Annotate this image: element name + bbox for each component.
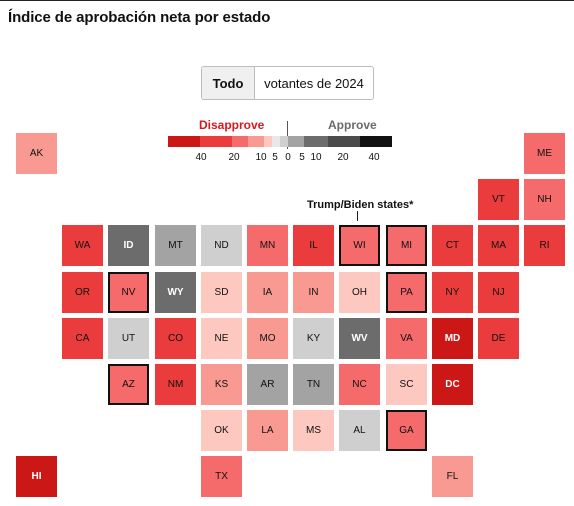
- legend-tick-label: 0: [285, 152, 291, 163]
- legend-swatch: [280, 136, 288, 147]
- state-tile-me[interactable]: ME: [524, 133, 565, 174]
- legend-approve-label: Approve: [328, 118, 377, 132]
- state-tile-ms[interactable]: MS: [293, 410, 334, 451]
- state-tile-pa[interactable]: PA: [386, 272, 427, 313]
- legend-swatch: [304, 136, 328, 147]
- state-tile-nm[interactable]: NM: [155, 364, 196, 405]
- legend-tick-label: 20: [337, 152, 349, 163]
- legend-tick-label: 5: [299, 152, 305, 163]
- legend-tick-label: 10: [310, 152, 322, 163]
- legend-swatch: [200, 136, 232, 147]
- state-tile-wa[interactable]: WA: [62, 225, 103, 266]
- state-tile-ne[interactable]: NE: [201, 318, 242, 359]
- state-tile-ga[interactable]: GA: [386, 410, 427, 451]
- state-tile-il[interactable]: IL: [293, 225, 334, 266]
- legend-disapprove-label: Disapprove: [199, 118, 265, 132]
- state-tile-id[interactable]: ID: [108, 225, 149, 266]
- state-tile-in[interactable]: IN: [293, 272, 334, 313]
- state-tile-hi[interactable]: HI: [16, 456, 57, 497]
- legend-swatch: [272, 136, 280, 147]
- legend-swatch: [248, 136, 264, 147]
- state-tile-az[interactable]: AZ: [108, 364, 149, 405]
- state-tile-ar[interactable]: AR: [247, 364, 288, 405]
- legend-color-scale: [168, 136, 392, 147]
- legend-tick-label: 40: [195, 152, 207, 163]
- legend-center-line: [287, 121, 288, 149]
- state-tile-vt[interactable]: VT: [478, 179, 519, 220]
- state-tile-sd[interactable]: SD: [201, 272, 242, 313]
- trump-biden-annotation: Trump/Biden states*: [307, 199, 414, 211]
- state-tile-tn[interactable]: TN: [293, 364, 334, 405]
- state-tile-sc[interactable]: SC: [386, 364, 427, 405]
- state-tile-ky[interactable]: KY: [293, 318, 334, 359]
- state-tile-la[interactable]: LA: [247, 410, 288, 451]
- top-rule: [0, 0, 574, 1]
- state-tile-mo[interactable]: MO: [247, 318, 288, 359]
- state-tile-wi[interactable]: WI: [339, 225, 380, 266]
- state-tile-ma[interactable]: MA: [478, 225, 519, 266]
- state-tile-ak[interactable]: AK: [16, 133, 57, 174]
- view-toggle: Todo votantes de 2024: [201, 66, 374, 100]
- state-tile-fl[interactable]: FL: [432, 456, 473, 497]
- state-tile-ok[interactable]: OK: [201, 410, 242, 451]
- state-tile-nc[interactable]: NC: [339, 364, 380, 405]
- state-tile-va[interactable]: VA: [386, 318, 427, 359]
- legend-swatch: [360, 136, 392, 147]
- state-tile-al[interactable]: AL: [339, 410, 380, 451]
- state-tile-md[interactable]: MD: [432, 318, 473, 359]
- legend-swatch: [264, 136, 272, 147]
- state-tile-ct[interactable]: CT: [432, 225, 473, 266]
- legend-swatch: [328, 136, 360, 147]
- legend-swatch: [168, 136, 200, 147]
- state-tile-wv[interactable]: WV: [339, 318, 380, 359]
- state-tile-co[interactable]: CO: [155, 318, 196, 359]
- state-tile-mn[interactable]: MN: [247, 225, 288, 266]
- state-tile-nh[interactable]: NH: [524, 179, 565, 220]
- annotation-leader-line: [357, 211, 358, 221]
- toggle-all-button[interactable]: Todo: [202, 67, 255, 99]
- legend-tick-label: 40: [368, 152, 380, 163]
- legend-tick-labels: 40 20 10 5 0 5 10 20 40: [168, 152, 408, 164]
- state-tile-oh[interactable]: OH: [339, 272, 380, 313]
- state-tile-nv[interactable]: NV: [108, 272, 149, 313]
- state-tile-ri[interactable]: RI: [524, 225, 565, 266]
- state-tile-de[interactable]: DE: [478, 318, 519, 359]
- state-tile-wy[interactable]: WY: [155, 272, 196, 313]
- legend-tick-label: 20: [228, 152, 240, 163]
- state-tile-nj[interactable]: NJ: [478, 272, 519, 313]
- toggle-2024-voters-button[interactable]: votantes de 2024: [264, 75, 364, 91]
- state-tile-ut[interactable]: UT: [108, 318, 149, 359]
- state-tile-mi[interactable]: MI: [386, 225, 427, 266]
- legend-swatch: [288, 136, 304, 147]
- state-tile-ks[interactable]: KS: [201, 364, 242, 405]
- legend-swatch: [232, 136, 248, 147]
- legend-tick-label: 10: [255, 152, 267, 163]
- state-tile-dc[interactable]: DC: [432, 364, 473, 405]
- state-tile-ny[interactable]: NY: [432, 272, 473, 313]
- state-tile-mt[interactable]: MT: [155, 225, 196, 266]
- legend-tick-label: 5: [272, 152, 278, 163]
- state-tile-ia[interactable]: IA: [247, 272, 288, 313]
- state-tile-ca[interactable]: CA: [62, 318, 103, 359]
- chart-title: Índice de aprobación neta por estado: [8, 9, 271, 26]
- state-tile-nd[interactable]: ND: [201, 225, 242, 266]
- state-tile-or[interactable]: OR: [62, 272, 103, 313]
- state-tile-tx[interactable]: TX: [201, 456, 242, 497]
